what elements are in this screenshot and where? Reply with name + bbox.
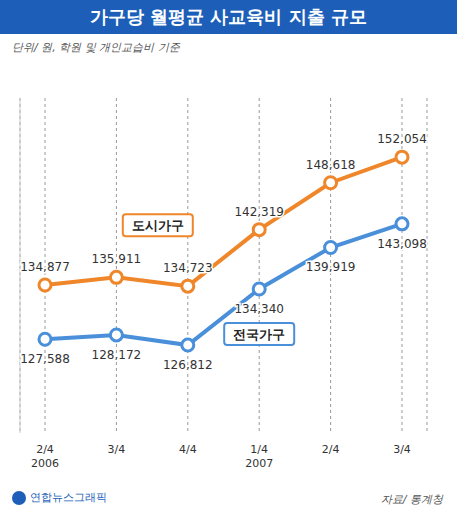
svg-text:전국가구: 전국가구 <box>233 327 285 342</box>
svg-text:4/4: 4/4 <box>179 443 197 456</box>
html-text:자료/ 통계청: 자료/ 통계청 <box>380 493 443 506</box>
svg-text:134,340: 134,340 <box>234 302 284 316</box>
svg-text:126,812: 126,812 <box>163 358 213 372</box>
svg-text:148,618: 148,618 <box>306 158 356 172</box>
svg-text:도시가구: 도시가구 <box>132 218 184 233</box>
svg-text:134,877: 134,877 <box>20 260 70 274</box>
svg-text:3/4: 3/4 <box>393 443 411 456</box>
svg-text:3/4: 3/4 <box>108 443 126 456</box>
svg-text:134,723: 134,723 <box>163 261 213 275</box>
svg-text:139,919: 139,919 <box>306 260 356 274</box>
svg-text:152,054: 152,054 <box>377 132 427 146</box>
svg-text:2007: 2007 <box>245 457 273 470</box>
svg-text:142,319: 142,319 <box>234 205 284 219</box>
svg-text:143,098: 143,098 <box>377 237 427 251</box>
svg-text:127,588: 127,588 <box>20 352 70 366</box>
svg-text:2/4: 2/4 <box>322 443 340 456</box>
html-text:가구당 월평균 사교육비 지출 규모: 가구당 월평균 사교육비 지출 규모 <box>90 6 367 27</box>
svg-text:2/4: 2/4 <box>36 443 54 456</box>
svg-text:128,172: 128,172 <box>92 348 142 362</box>
html-text:단위/ 원, 학원 및 개인교습비 기준: 단위/ 원, 학원 및 개인교습비 기준 <box>12 41 180 54</box>
svg-text:1/4: 1/4 <box>250 443 268 456</box>
html-text:연합뉴스그래픽: 연합뉴스그래픽 <box>30 491 107 504</box>
svg-text:2006: 2006 <box>31 457 59 470</box>
svg-text:135,911: 135,911 <box>92 252 142 266</box>
